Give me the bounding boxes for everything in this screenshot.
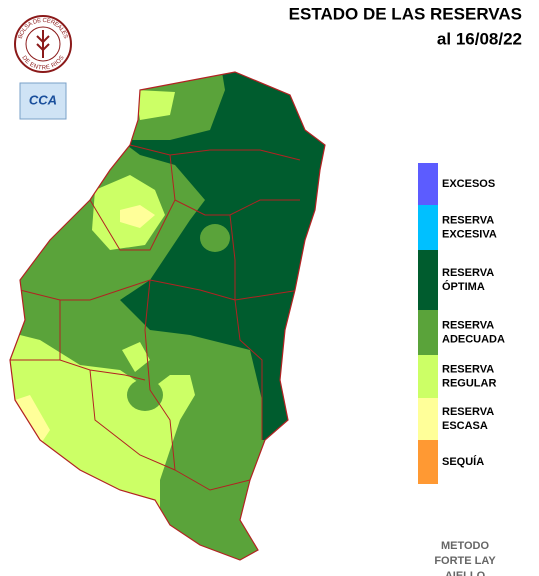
- legend-swatch: [418, 250, 438, 310]
- legend-label: EXCESOS: [442, 178, 495, 190]
- method-text: FORTE LAY: [434, 555, 496, 567]
- legend-label: RESERVA: [442, 319, 494, 331]
- title: ESTADO DE LAS RESERVAS: [289, 4, 522, 23]
- cca-text: CCA: [29, 92, 57, 107]
- date: al 16/08/22: [437, 29, 522, 48]
- legend-label: RESERVA: [442, 406, 494, 418]
- legend-label: ESCASA: [442, 420, 488, 432]
- legend-label: RESERVA: [442, 214, 494, 226]
- legend-swatch: [418, 440, 438, 484]
- legend-swatch: [418, 310, 438, 355]
- method-text: AIELLO: [445, 570, 486, 576]
- legend-swatch: [418, 398, 438, 440]
- legend-label: SEQUÍA: [442, 455, 484, 468]
- cca-logo: CCA: [19, 82, 67, 120]
- legend: EXCESOSRESERVAEXCESIVARESERVAÓPTIMARESER…: [418, 163, 505, 484]
- method-text: METODO: [441, 540, 490, 552]
- legend-swatch: [418, 163, 438, 205]
- legend-swatch: [418, 205, 438, 250]
- legend-label: ÓPTIMA: [442, 280, 485, 293]
- bolsa-logo: BOLSA DE CEREALES DE ENTRE RIOS: [14, 15, 72, 73]
- legend-swatch: [418, 355, 438, 398]
- legend-label: RESERVA: [442, 267, 494, 279]
- legend-label: RESERVA: [442, 363, 494, 375]
- method: METODO FORTE LAY AIELLO: [434, 540, 496, 576]
- legend-label: EXCESIVA: [442, 228, 497, 240]
- legend-label: REGULAR: [442, 377, 496, 389]
- legend-label: ADECUADA: [442, 333, 505, 345]
